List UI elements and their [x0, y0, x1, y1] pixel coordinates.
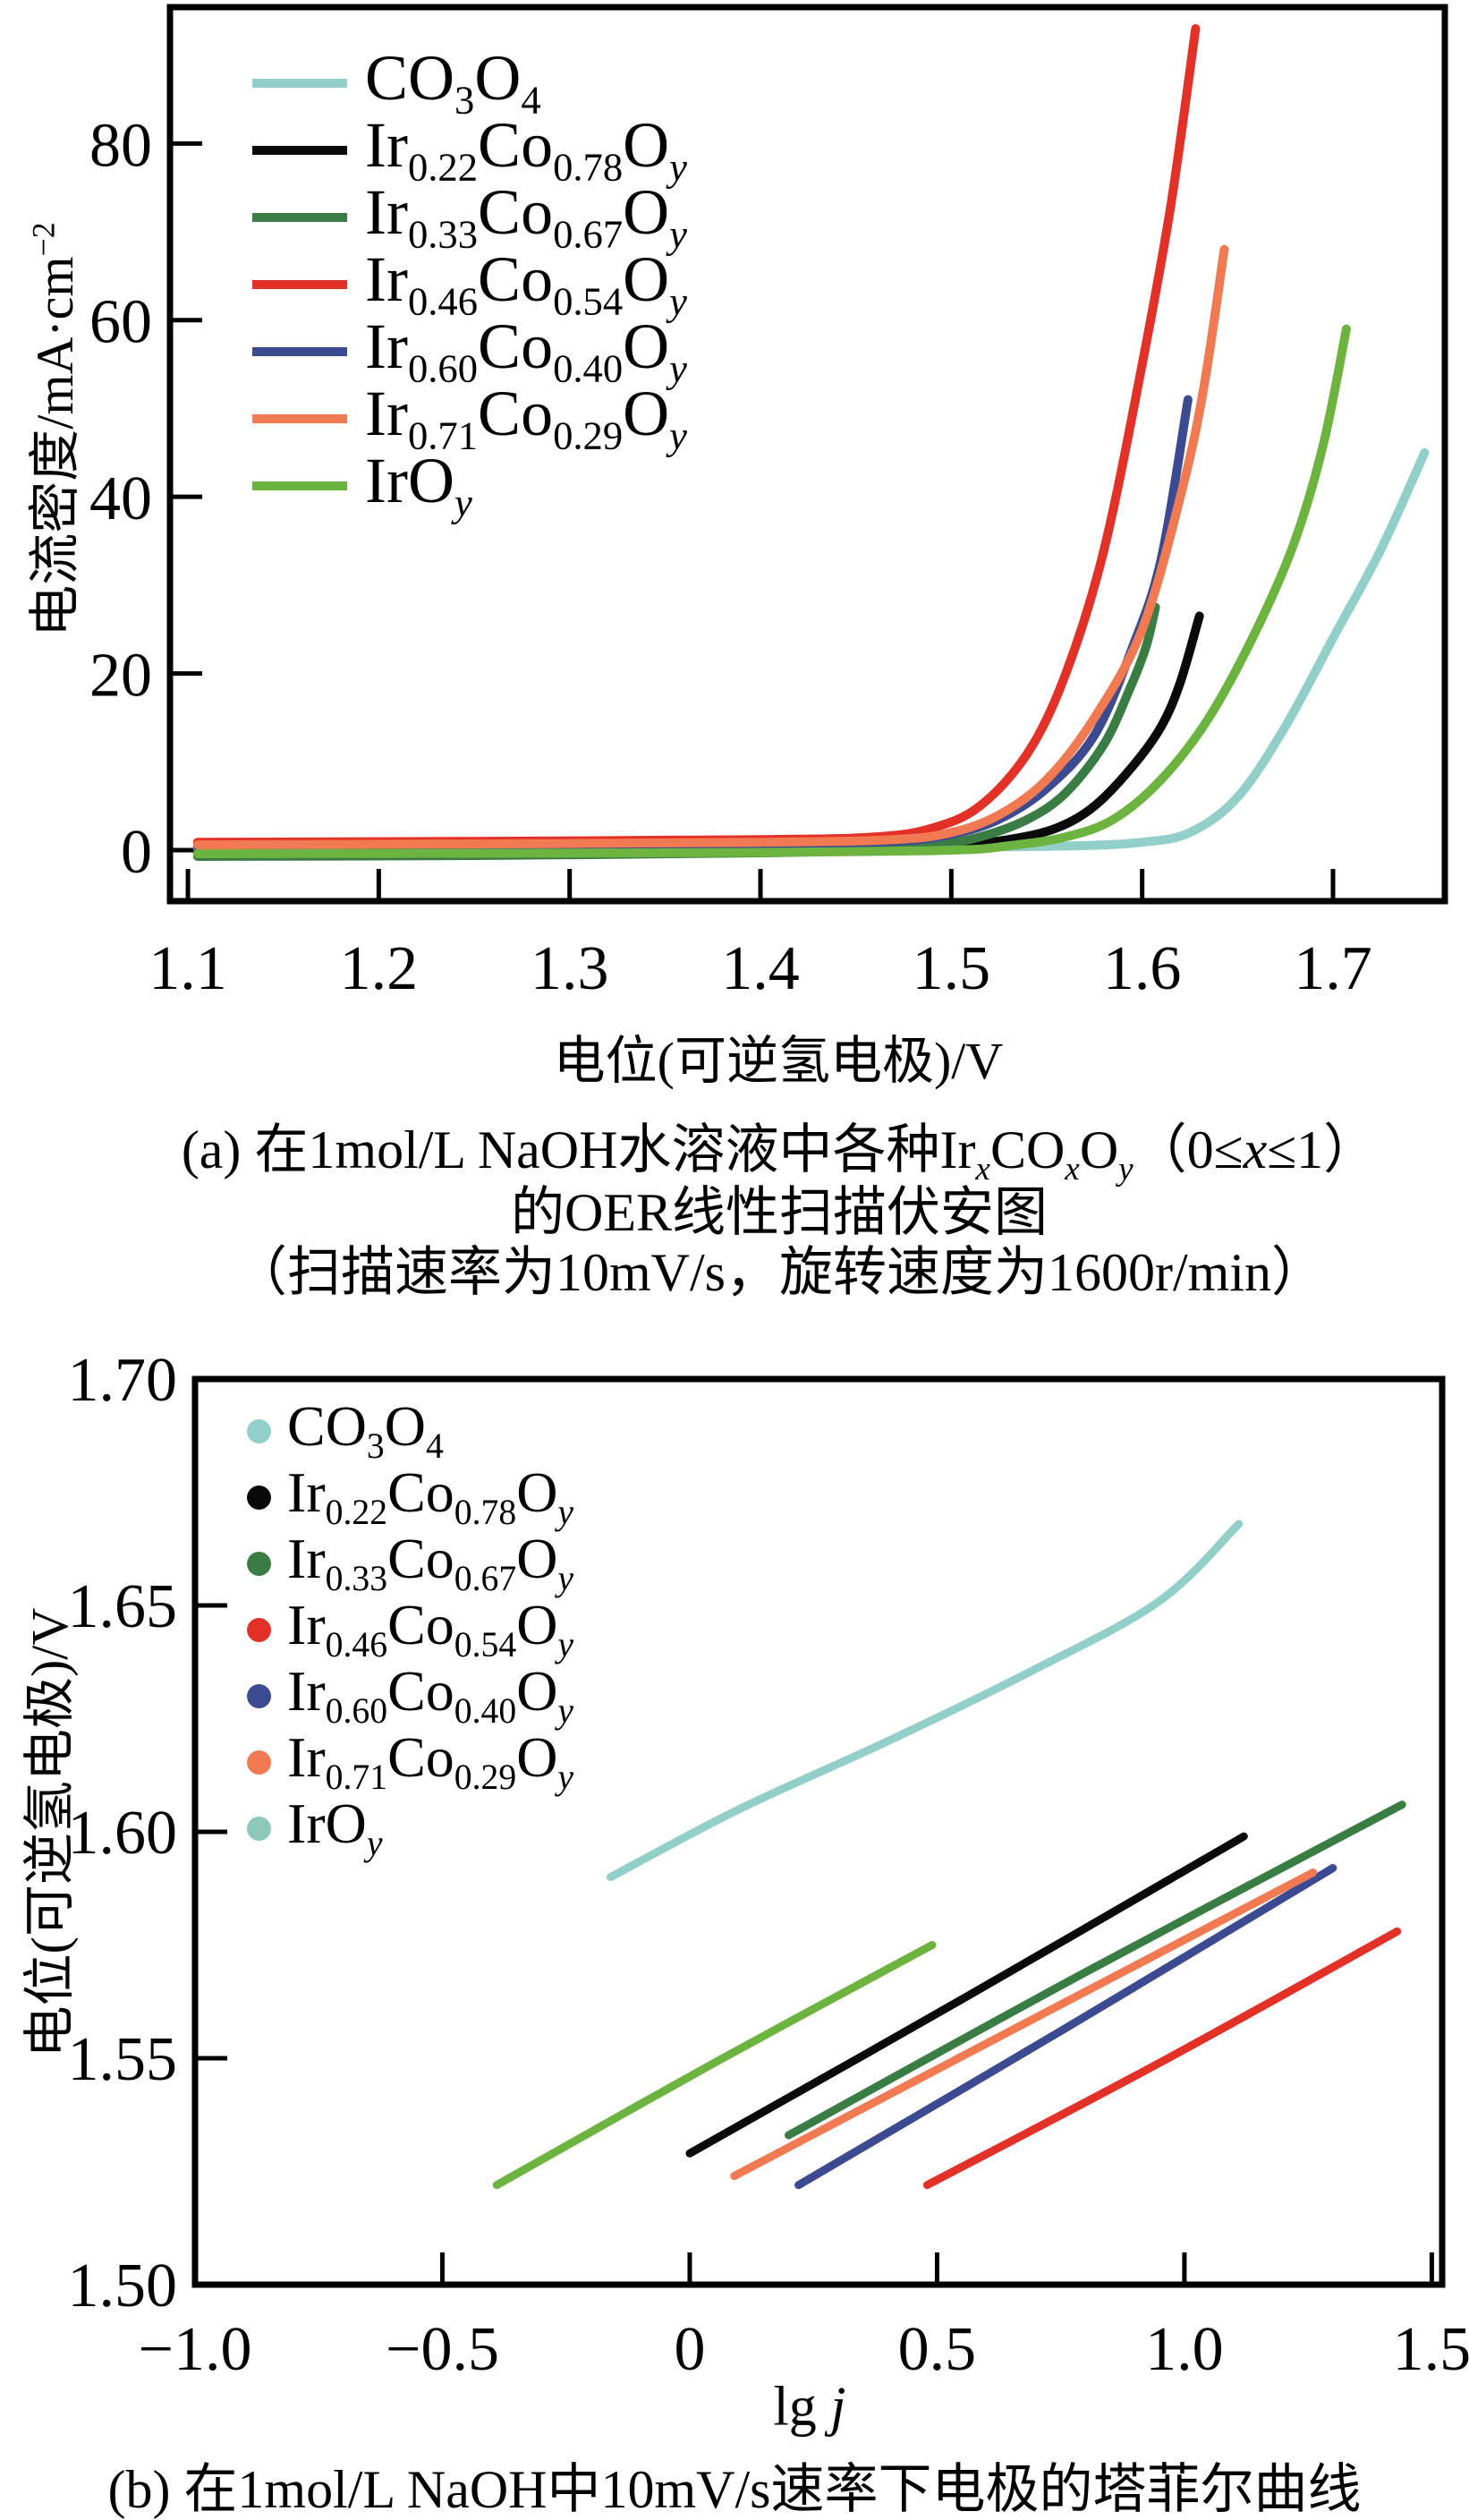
legend-item-label: Ir0.60Co0.40Oy — [365, 310, 687, 391]
lsv-chart: 1.1 1.2 1.3 1.4 1.5 1.6 1.7 0 20 40 60 80 — [89, 4, 1448, 1003]
legend-line-swatch — [252, 481, 347, 490]
x-tick-label: 1.2 — [340, 934, 419, 1003]
series-line-4 — [794, 1864, 1337, 2190]
legend-item-label: Ir0.33Co0.67Oy — [287, 1526, 574, 1598]
legend-dot-swatch — [247, 1617, 271, 1642]
series-line-2 — [192, 602, 1160, 861]
legend-item: CO3O4 — [247, 1393, 573, 1466]
legend-line-swatch — [252, 145, 347, 155]
legend-item-label: Ir0.71Co0.29Oy — [287, 1724, 574, 1797]
legend-item: Ir0.33Co0.67Oy — [247, 1526, 574, 1598]
x-axis-label-a: 电位(可逆氢电极)/V — [553, 1032, 1004, 1090]
y-tick-label: 80 — [89, 111, 152, 180]
legend-item-label: Ir0.46Co0.54Oy — [287, 1592, 574, 1664]
legend-dot-swatch — [247, 1551, 271, 1576]
series-line-1 — [685, 1832, 1248, 2158]
legend-item-label: Ir0.46Co0.54Oy — [365, 243, 687, 324]
legend-item-label: CO3O4 — [365, 41, 541, 123]
x-tick-label: −1.0 — [139, 2315, 252, 2384]
legend-line-swatch — [252, 279, 347, 289]
legend-b: CO3O4 Ir0.22Co0.78Oy Ir0.33Co0.67Oy Ir0.46C… — [247, 1393, 574, 1863]
legend-item-label: Ir0.22Co0.78Oy — [287, 1460, 574, 1532]
series-line-2 — [785, 1801, 1406, 2140]
legend-item: IrOy — [247, 1791, 573, 1863]
legend-line-swatch — [252, 413, 347, 423]
series-line-1 — [192, 611, 1204, 857]
legend-item: Ir0.71Co0.29Oy — [252, 381, 687, 455]
x-tick-label: 1.0 — [1145, 2315, 1224, 2384]
legend-item-label: Ir0.71Co0.29Oy — [365, 377, 687, 458]
y-tick-label: 1.60 — [68, 1799, 178, 1868]
x-axis-label-b: lg j — [773, 2376, 846, 2438]
y-tick-label: 1.50 — [68, 2252, 178, 2320]
x-tick-label: 1.5 — [1393, 2315, 1469, 2384]
legend-dot-swatch — [247, 1683, 271, 1708]
legend-dot-swatch — [247, 1485, 271, 1510]
y-tick-label: 1.65 — [68, 1572, 178, 1641]
legend-line-swatch — [252, 346, 347, 356]
legend-item-label: Ir0.33Co0.67Oy — [365, 175, 687, 257]
caption-b: (b) 在1mol/L NaOH中10mV/s速率下电极的塔菲尔曲线 — [107, 2460, 1362, 2519]
legend-item: Ir0.60Co0.40Oy — [247, 1658, 574, 1731]
legend-item: Ir0.46Co0.54Oy — [252, 247, 687, 321]
tafel-chart: −1.0 −0.5 0 0.5 1.0 1.5 1.50 1.55 1.60 1.65 1.70 — [68, 1346, 1469, 2384]
series-line-5 — [730, 1869, 1318, 2181]
legend-a: CO3O4 Ir0.22Co0.78Oy Ir0.33Co0.67Oy Ir0.46C… — [252, 46, 687, 523]
series-line-6 — [492, 1941, 937, 2190]
plot-frame — [166, 4, 1448, 905]
legend-item-label: CO3O4 — [287, 1393, 444, 1466]
legend-dot-swatch — [247, 1816, 271, 1841]
legend-item: Ir0.33Co0.67Oy — [252, 175, 687, 257]
y-axis-label-b: 电位(可逆氢电极)/V — [21, 1607, 79, 2058]
legend-item: Ir0.71Co0.29Oy — [247, 1724, 574, 1797]
legend-dot-swatch — [247, 1750, 271, 1775]
legend-item-label: Ir0.60Co0.40Oy — [287, 1658, 574, 1731]
x-tick-label: 0 — [674, 2315, 705, 2384]
x-tick-label: 1.6 — [1103, 934, 1182, 1003]
x-tick-label: 1.3 — [531, 934, 609, 1003]
x-tick-label: 1.1 — [149, 934, 227, 1003]
x-tick-label: 0.5 — [898, 2315, 977, 2384]
y-tick-label: 60 — [89, 288, 152, 357]
series-line-5 — [192, 244, 1229, 850]
series-line-6 — [192, 324, 1351, 858]
y-tick-label: 40 — [89, 464, 152, 533]
x-tick-label: 1.5 — [913, 934, 991, 1003]
caption-a-line3: （扫描速率为10mV/s，旋转速度为1600r/min） — [233, 1243, 1325, 1302]
legend-item: Ir0.22Co0.78Oy — [252, 113, 687, 187]
legend-item: Ir0.22Co0.78Oy — [247, 1460, 574, 1532]
x-tick-label: 1.4 — [721, 934, 800, 1003]
legend-item-label: IrOy — [287, 1791, 383, 1863]
y-tick-label: 1.55 — [68, 2025, 178, 2094]
legend-item-label: IrOy — [365, 444, 472, 525]
legend-item: Ir0.60Co0.40Oy — [252, 314, 687, 388]
x-tick-label: −0.5 — [386, 2315, 499, 2384]
series-line-3 — [922, 1927, 1402, 2190]
legend-item-label: Ir0.22Co0.78Oy — [365, 108, 687, 190]
y-tick-label: 0 — [121, 818, 152, 887]
caption-a-line1: (a) 在1mol/L NaOH水溶液中各种IrxCOxOy（0≤x≤1） — [181, 1120, 1378, 1188]
legend-line-swatch — [252, 78, 347, 88]
series-line-0 — [607, 1520, 1244, 1882]
legend-dot-swatch — [247, 1418, 271, 1443]
y-tick-label: 1.70 — [68, 1346, 178, 1415]
y-axis-label-a: 电流密度/mA·cm−2 — [25, 222, 84, 637]
legend-item: IrOy — [252, 448, 687, 523]
y-tick-label: 20 — [89, 642, 152, 711]
legend-line-swatch — [252, 212, 347, 222]
legend-item: CO3O4 — [252, 46, 687, 120]
x-tick-label: 1.7 — [1294, 934, 1372, 1003]
legend-item: Ir0.46Co0.54Oy — [247, 1596, 573, 1663]
caption-a-line2: 的OER线性扫描伏安图 — [511, 1183, 1048, 1242]
